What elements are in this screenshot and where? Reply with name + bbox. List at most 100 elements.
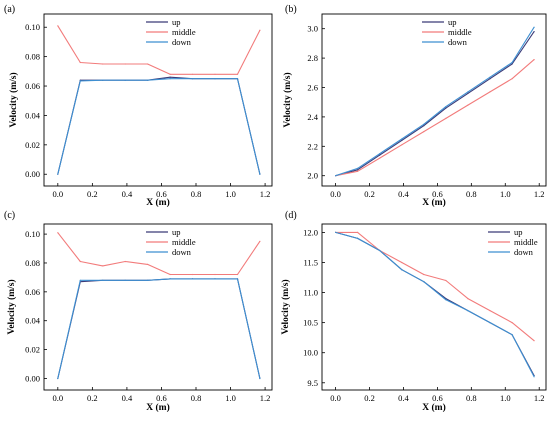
data-point-up [533, 31, 535, 33]
series-line-middle [335, 231, 535, 342]
plot-frame [43, 223, 273, 391]
legend-label-down: down [448, 37, 468, 47]
data-point-down [423, 281, 425, 283]
panel-label: (d) [285, 210, 297, 221]
data-point-down [379, 249, 381, 252]
data-point-up [467, 92, 469, 94]
data-point-middle [357, 231, 359, 233]
data-point-up [511, 63, 513, 65]
data-point-down [489, 322, 491, 324]
x-tick-label: 0.8 [191, 393, 202, 403]
data-point-down [147, 79, 149, 81]
data-point-down [102, 279, 104, 281]
data-point-down [214, 78, 216, 80]
y-tick-label: 0.04 [25, 316, 41, 326]
y-tick-label: 3.0 [307, 24, 318, 34]
data-point-middle [79, 260, 81, 263]
data-point-middle [259, 240, 261, 242]
data-point-middle [467, 104, 469, 106]
y-tick-label: 12.0 [303, 227, 318, 237]
y-tick-label: 0.06 [25, 287, 40, 297]
x-tick-label: 0.0 [330, 189, 341, 199]
data-point-middle [423, 131, 425, 133]
y-tick-label: 0.10 [25, 22, 40, 32]
x-tick-label: 0.2 [87, 393, 98, 403]
data-point-middle [102, 265, 104, 267]
data-point-up [445, 107, 447, 109]
data-point-down [511, 334, 513, 336]
data-point-middle [124, 260, 126, 263]
data-point-middle [147, 263, 149, 265]
x-tick-label: 0.6 [432, 393, 443, 403]
x-tick-label: 0.2 [364, 189, 375, 199]
legend-label-middle: middle [448, 27, 472, 37]
data-point-down [467, 310, 469, 312]
data-point-up [489, 78, 491, 80]
data-point-middle [169, 273, 171, 276]
x-tick-label: 0.0 [330, 393, 341, 403]
x-tick-label: 0.6 [156, 189, 167, 199]
data-point-middle [533, 340, 535, 342]
data-point-middle [511, 322, 513, 324]
data-point-middle [214, 73, 216, 75]
y-axis-label: Velocity (m/s) [280, 279, 291, 334]
data-point-down [79, 80, 81, 82]
x-tick-label: 0.8 [466, 393, 477, 403]
series-line-up [57, 278, 261, 379]
chart-panel-3: (d) 0.0 0.2 0.4 0.6 0.8 1.0 1.2 9.5 10.0 10.5 11.0 1… [280, 210, 547, 413]
data-point-middle [191, 73, 194, 75]
chart-panel-1: (b) 0.0 0.2 0.4 0.6 0.8 1.0 1.2 2.0 2.2 2.4 2.6 2.8 3… [282, 4, 547, 208]
data-point-down [169, 78, 171, 80]
data-point-up [169, 76, 171, 78]
y-axis-label: Velocity (m/s) [282, 72, 293, 127]
legend-label-middle: middle [514, 237, 538, 247]
chart-panel-2: (c) 0.0 0.2 0.4 0.6 0.8 1.0 1.2 0.00 0.02 0.04 0.06… [4, 210, 273, 413]
data-point-down [357, 167, 359, 169]
y-tick-label: 2.4 [307, 112, 318, 122]
y-tick-label: 2.6 [307, 83, 318, 93]
legend-label-middle: middle [172, 237, 196, 247]
plot-frame [43, 13, 273, 187]
data-point-middle [236, 273, 239, 276]
data-point-down [169, 278, 171, 280]
data-point-middle [79, 61, 81, 64]
y-tick-label: 0.06 [25, 81, 40, 91]
data-point-middle [489, 310, 491, 312]
data-point-down [445, 299, 447, 301]
y-tick-label: 2.2 [307, 141, 318, 151]
series-line-middle [57, 232, 261, 276]
x-tick-label: 0.4 [122, 393, 133, 403]
data-point-up [357, 169, 359, 171]
x-tick-label: 1.0 [500, 189, 511, 199]
series-line-down [335, 231, 535, 378]
x-axis-label: X (m) [146, 197, 169, 208]
data-point-middle [445, 279, 447, 282]
data-point-middle [533, 59, 535, 61]
data-point-down [357, 237, 359, 239]
x-tick-label: 0.8 [466, 189, 477, 199]
data-point-middle [191, 273, 194, 276]
data-point-down [259, 377, 261, 380]
legend-label-up: up [448, 17, 457, 27]
y-tick-label: 0.00 [25, 373, 40, 383]
y-tick-label: 2.0 [307, 171, 318, 181]
y-tick-label: 0.08 [25, 258, 40, 268]
x-tick-label: 1.0 [225, 189, 236, 199]
panel-label: (c) [4, 210, 15, 221]
data-point-middle [124, 63, 126, 65]
data-point-down [236, 278, 239, 280]
x-tick-label: 0.2 [364, 393, 375, 403]
x-axis-label: X (m) [146, 402, 169, 413]
data-point-down [401, 138, 403, 140]
x-tick-label: 1.2 [534, 189, 545, 199]
y-tick-label: 10.0 [303, 348, 318, 358]
legend-label-down: down [172, 247, 192, 257]
data-point-middle [423, 273, 425, 276]
y-tick-label: 11.5 [303, 257, 318, 267]
x-tick-label: 0.4 [398, 393, 409, 403]
data-point-up [379, 154, 381, 156]
data-point-middle [57, 25, 59, 27]
y-axis-label: Velocity (m/s) [8, 72, 19, 127]
data-point-down [102, 79, 104, 81]
